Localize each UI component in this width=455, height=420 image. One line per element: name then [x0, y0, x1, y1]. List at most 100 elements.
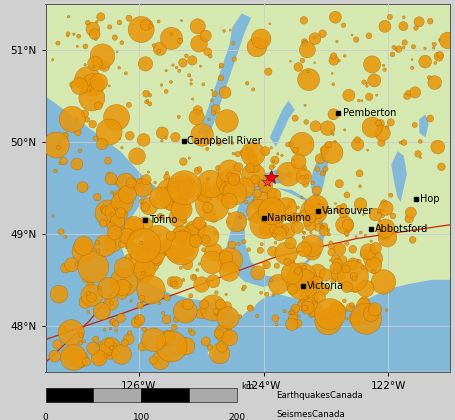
Point: [281, 308, 288, 315]
Point: [202, 32, 209, 39]
Point: [108, 228, 115, 235]
Point: [355, 97, 363, 104]
Point: [261, 221, 268, 228]
Point: [301, 304, 308, 311]
Point: [60, 158, 67, 165]
Point: [272, 209, 279, 215]
Point: [247, 305, 254, 312]
Point: [123, 244, 131, 251]
Point: [308, 215, 315, 222]
Point: [209, 304, 217, 311]
Point: [200, 81, 207, 88]
Point: [81, 338, 88, 345]
Point: [96, 285, 103, 292]
Point: [197, 63, 204, 69]
Point: [352, 286, 359, 293]
Point: [210, 249, 217, 255]
Point: [230, 176, 238, 183]
Point: [226, 168, 233, 175]
Point: [258, 241, 265, 247]
Point: [229, 140, 236, 147]
Point: [327, 257, 334, 264]
Point: [167, 203, 175, 210]
Point: [294, 268, 301, 274]
Point: [187, 81, 195, 87]
Point: [258, 35, 265, 42]
Point: [155, 335, 162, 341]
Point: [444, 37, 451, 44]
Point: [93, 18, 101, 25]
Point: [331, 139, 339, 145]
Point: [186, 327, 193, 333]
Point: [182, 184, 189, 191]
Point: [235, 241, 242, 247]
Point: [77, 332, 85, 339]
Point: [211, 229, 218, 236]
Point: [107, 346, 114, 353]
Point: [210, 110, 217, 116]
Point: [308, 204, 316, 210]
Point: [94, 239, 101, 246]
Point: [292, 286, 299, 293]
Point: [253, 190, 261, 197]
Point: [103, 261, 111, 268]
Point: [384, 235, 391, 242]
Point: [407, 209, 415, 216]
Point: [333, 38, 340, 45]
Point: [336, 275, 343, 282]
Point: [288, 141, 295, 147]
Point: [140, 270, 147, 277]
Point: [324, 125, 331, 131]
Point: [299, 229, 307, 236]
Point: [329, 70, 336, 77]
Point: [368, 238, 375, 244]
Point: [336, 246, 344, 252]
Point: [258, 183, 265, 190]
Point: [196, 261, 203, 268]
Point: [212, 230, 220, 236]
Point: [100, 220, 107, 227]
Point: [159, 129, 166, 136]
Point: [283, 205, 290, 212]
Point: [329, 131, 337, 138]
Point: [60, 326, 67, 333]
Point: [238, 148, 245, 155]
Point: [88, 94, 96, 101]
Point: [69, 116, 76, 123]
Polygon shape: [226, 170, 326, 287]
Point: [125, 284, 132, 291]
Point: [125, 102, 132, 108]
Point: [136, 316, 143, 323]
Point: [328, 243, 335, 250]
Point: [359, 211, 367, 218]
Point: [300, 17, 308, 24]
Point: [204, 176, 212, 183]
Point: [277, 216, 284, 223]
Text: Campbell River: Campbell River: [187, 136, 262, 146]
Point: [237, 214, 244, 221]
Point: [162, 67, 170, 74]
Point: [421, 58, 429, 65]
Point: [110, 219, 117, 226]
Point: [150, 241, 157, 247]
Point: [194, 23, 202, 30]
Point: [200, 301, 207, 308]
Point: [168, 191, 175, 197]
Point: [191, 228, 198, 234]
Point: [352, 234, 359, 240]
Point: [106, 351, 113, 357]
Point: [344, 284, 351, 290]
Point: [196, 220, 203, 226]
Point: [132, 223, 139, 230]
Point: [283, 212, 290, 219]
Point: [156, 232, 163, 239]
Point: [183, 343, 190, 349]
Polygon shape: [214, 280, 450, 372]
Text: km: km: [242, 382, 255, 391]
Point: [369, 61, 376, 68]
Point: [138, 299, 145, 305]
Point: [77, 340, 84, 346]
Point: [380, 62, 387, 69]
Point: [109, 240, 116, 247]
Point: [312, 123, 319, 130]
